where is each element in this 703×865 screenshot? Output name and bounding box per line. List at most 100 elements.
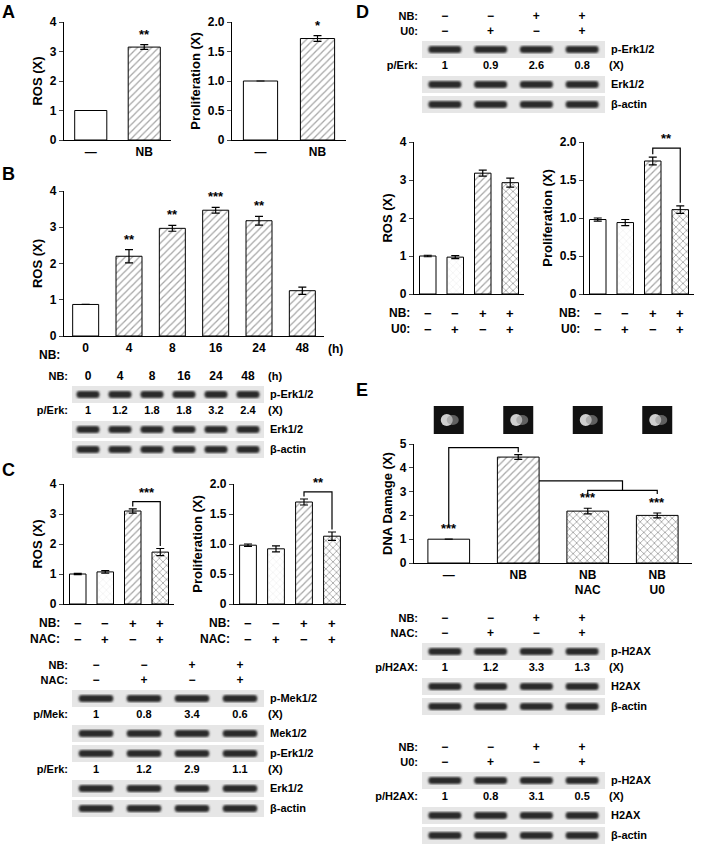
svg-text:p-Erk1/2: p-Erk1/2 — [270, 747, 313, 759]
svg-text:−: − — [92, 673, 99, 687]
svg-text:NB: NB — [136, 145, 154, 159]
svg-text:1.0: 1.0 — [208, 74, 225, 88]
svg-text:Proliferation (X): Proliferation (X) — [190, 495, 205, 593]
svg-text:+: + — [487, 626, 494, 640]
svg-text:β-actin: β-actin — [270, 802, 306, 814]
svg-text:48: 48 — [241, 369, 255, 383]
svg-text:1: 1 — [50, 293, 57, 307]
svg-text:−: − — [487, 740, 494, 754]
svg-text:U0:: U0: — [400, 25, 418, 37]
svg-text:ROS (X): ROS (X) — [30, 239, 45, 288]
svg-text:DNA Damage (X): DNA Damage (X) — [380, 452, 395, 555]
svg-text:0: 0 — [50, 597, 57, 611]
svg-text:NAC:: NAC: — [41, 674, 69, 686]
svg-text:2: 2 — [400, 509, 407, 523]
svg-text:−: − — [649, 322, 657, 337]
svg-text:Erk1/2: Erk1/2 — [270, 782, 303, 794]
svg-text:0.6: 0.6 — [232, 708, 247, 720]
svg-text:+: + — [140, 673, 147, 687]
svg-text:p/Erk:: p/Erk: — [37, 404, 68, 416]
svg-text:−: − — [441, 755, 448, 769]
svg-text:+: + — [621, 322, 629, 337]
svg-text:+: + — [579, 611, 586, 625]
svg-text:−: − — [92, 658, 99, 672]
svg-text:U0:: U0: — [400, 756, 418, 768]
svg-text:+: + — [129, 616, 137, 631]
svg-text:8: 8 — [169, 341, 176, 355]
svg-text:4: 4 — [50, 15, 57, 29]
svg-text:p-Erk1/2: p-Erk1/2 — [270, 388, 313, 400]
svg-text:+: + — [451, 322, 459, 337]
svg-text:+: + — [533, 611, 540, 625]
svg-text:+: + — [506, 306, 514, 321]
svg-text:*: * — [315, 18, 321, 33]
svg-text:+: + — [506, 322, 514, 337]
svg-text:1: 1 — [442, 790, 448, 802]
svg-text:3: 3 — [400, 173, 407, 187]
svg-text:p/Mek:: p/Mek: — [33, 708, 68, 720]
svg-text:NBNAC: NBNAC — [575, 568, 601, 598]
svg-text:1.0: 1.0 — [560, 211, 577, 225]
svg-text:—: — — [85, 145, 97, 159]
svg-text:NB:: NB: — [398, 741, 418, 753]
svg-text:−: − — [621, 306, 629, 321]
svg-text:+: + — [479, 306, 487, 321]
svg-text:**: ** — [139, 27, 150, 42]
svg-text:3.3: 3.3 — [529, 661, 544, 673]
svg-text:1.8: 1.8 — [144, 404, 159, 416]
svg-text:(X): (X) — [268, 404, 283, 416]
svg-text:+: + — [300, 616, 308, 631]
svg-text:U0:: U0: — [391, 322, 410, 336]
svg-text:3: 3 — [50, 220, 57, 234]
svg-text:NB:: NB: — [209, 616, 230, 630]
svg-text:H2AX: H2AX — [611, 680, 641, 692]
svg-text:1.0: 1.0 — [210, 537, 227, 551]
svg-text:1: 1 — [85, 404, 91, 416]
svg-text:−: − — [424, 306, 432, 321]
svg-text:p-H2AX: p-H2AX — [611, 645, 651, 657]
svg-text:+: + — [487, 755, 494, 769]
svg-text:NB:: NB: — [559, 306, 580, 320]
svg-text:0: 0 — [50, 133, 57, 147]
svg-text:NAC:: NAC: — [200, 632, 230, 646]
svg-text:NB:: NB: — [389, 306, 410, 320]
svg-text:NB:: NB: — [48, 370, 68, 382]
svg-text:0.8: 0.8 — [574, 59, 589, 71]
svg-text:Erk1/2: Erk1/2 — [270, 423, 303, 435]
svg-text:β-actin: β-actin — [611, 98, 647, 110]
svg-text:3: 3 — [50, 45, 57, 59]
svg-text:(X): (X) — [268, 708, 283, 720]
svg-text:−: − — [441, 626, 448, 640]
svg-text:0.5: 0.5 — [560, 249, 577, 263]
svg-text:1.2: 1.2 — [483, 661, 498, 673]
svg-text:0: 0 — [82, 341, 89, 355]
svg-text:4: 4 — [126, 341, 133, 355]
svg-text:16: 16 — [177, 369, 191, 383]
svg-text:0.8: 0.8 — [483, 790, 498, 802]
svg-text:−: − — [129, 632, 137, 647]
svg-text:2: 2 — [50, 537, 57, 551]
svg-text:p/H2AX:: p/H2AX: — [375, 790, 418, 802]
svg-text:+: + — [579, 24, 586, 38]
svg-text:+: + — [101, 632, 109, 647]
svg-text:**: ** — [661, 131, 672, 146]
svg-text:−: − — [487, 9, 494, 23]
svg-text:β-actin: β-actin — [611, 700, 647, 712]
svg-text:−: − — [424, 322, 432, 337]
svg-text:***: *** — [139, 485, 155, 500]
svg-text:1.5: 1.5 — [560, 173, 577, 187]
svg-text:ROS (X): ROS (X) — [380, 193, 395, 242]
svg-text:4: 4 — [400, 461, 407, 475]
svg-text:NAC:: NAC: — [30, 632, 60, 646]
svg-text:**: ** — [313, 475, 324, 490]
svg-text:0: 0 — [218, 133, 225, 147]
svg-text:+: + — [579, 9, 586, 23]
svg-text:3: 3 — [400, 485, 407, 499]
svg-text:1: 1 — [442, 661, 448, 673]
svg-text:+: + — [676, 306, 684, 321]
svg-text:NB:: NB: — [48, 659, 68, 671]
svg-text:***: *** — [441, 521, 457, 536]
svg-text:−: − — [441, 740, 448, 754]
svg-text:1.2: 1.2 — [136, 763, 151, 775]
svg-text:3.2: 3.2 — [208, 404, 223, 416]
